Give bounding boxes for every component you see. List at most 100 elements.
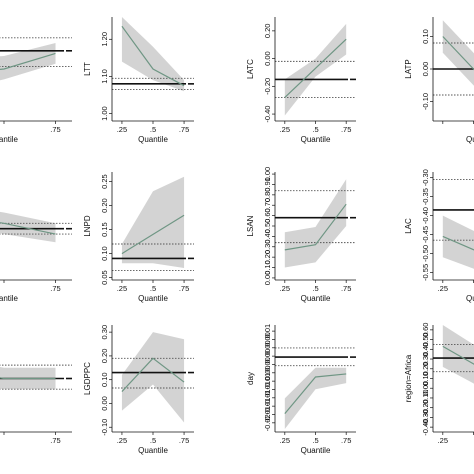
y-tick-label: -0.01 bbox=[263, 389, 272, 406]
y-axis-title: LNPD bbox=[83, 215, 92, 237]
quantile-estimate-line bbox=[121, 214, 185, 255]
plot-area bbox=[0, 364, 72, 390]
y-tick-label: -0.10 bbox=[421, 93, 430, 110]
panel-latp: -0.10 0.00 0.10 LATP Quantile bbox=[404, 17, 474, 144]
y-tick-label: 0.00 bbox=[421, 381, 430, 396]
panel-lnpd: .25 .5 .75 0.05 0.10 0.15 0.20 0.25 LNPD Quantile bbox=[83, 172, 194, 303]
quantile-estimate-line bbox=[121, 25, 185, 87]
y-tick-label: 0.15 bbox=[100, 222, 109, 237]
x-tick-label: .5 bbox=[312, 125, 318, 134]
y-tick-label: 0.20 bbox=[100, 198, 109, 213]
y-tick-label: 1.20 bbox=[100, 32, 109, 47]
x-tick-label: .75 bbox=[341, 284, 351, 293]
x-tick-label: .75 bbox=[50, 125, 60, 134]
quantile-estimate-line bbox=[284, 38, 347, 98]
x-tick-label: .5 bbox=[312, 436, 318, 445]
y-tick-label: -0.20 bbox=[421, 399, 430, 416]
plot-area bbox=[433, 20, 474, 96]
panel-lsan: .25 .5 .75 0.000.100.200.300.400.500.600.70… bbox=[246, 167, 356, 303]
plot-area bbox=[275, 179, 356, 268]
y-tick-label: 0.05 bbox=[100, 270, 109, 285]
y-axis-title: region=Africa bbox=[404, 354, 413, 402]
y-tick-label: -0.45 bbox=[421, 226, 430, 243]
x-tick-label: .25 bbox=[438, 284, 448, 293]
x-tick-label: .5 bbox=[150, 284, 156, 293]
y-tick-label: -0.40 bbox=[263, 106, 272, 123]
panel-edge-0: .75 Quantile bbox=[0, 37, 72, 144]
x-axis-title: Quantile bbox=[138, 446, 168, 455]
x-axis-title: Quantile bbox=[0, 135, 19, 144]
plot-area bbox=[275, 347, 356, 429]
y-tick-label: -0.01 bbox=[263, 406, 272, 423]
confidence-band bbox=[284, 23, 347, 116]
y-axis-title: day bbox=[246, 372, 255, 385]
plot-area bbox=[112, 332, 194, 423]
y-tick-label: 0.50 bbox=[421, 332, 430, 347]
y-tick-label: 0.25 bbox=[100, 174, 109, 189]
confidence-band bbox=[121, 17, 185, 92]
y-tick-label: -0.01 bbox=[263, 398, 272, 415]
panel-day: .25.5.75-0.02-0.01-0.01-0.01-0.01-0.010.… bbox=[246, 324, 356, 455]
y-tick-label: 0.10 bbox=[421, 371, 430, 386]
y-tick-label: -0.35 bbox=[421, 188, 430, 205]
y-tick-label: 0.00 bbox=[263, 51, 272, 66]
x-axis-title: Quantile bbox=[466, 135, 474, 144]
y-tick-label: 0.70 bbox=[263, 198, 272, 213]
x-tick-label: .5 bbox=[150, 125, 156, 134]
confidence-band bbox=[121, 176, 185, 268]
x-tick-label: .75 bbox=[50, 284, 60, 293]
y-tick-label: -0.40 bbox=[421, 419, 430, 436]
y-tick-label: -0.40 bbox=[421, 207, 430, 224]
confidence-band bbox=[0, 366, 56, 390]
y-tick-label: 0.00 bbox=[263, 365, 272, 380]
confidence-band bbox=[442, 325, 474, 384]
y-tick-label: 0.80 bbox=[263, 188, 272, 203]
x-tick-label: .75 bbox=[179, 436, 189, 445]
panel-region-africa: .25-0.40-0.30-0.20-0.100.000.100.200.300… bbox=[404, 323, 474, 445]
quantile-estimate-line bbox=[284, 203, 347, 251]
y-tick-label: -0.20 bbox=[263, 78, 272, 95]
panel-edge-8: .75 bbox=[0, 364, 72, 445]
y-tick-label: -0.30 bbox=[421, 409, 430, 426]
x-axis-title: Quantile bbox=[301, 446, 331, 455]
confidence-band bbox=[0, 211, 56, 243]
x-tick-label: .25 bbox=[280, 284, 290, 293]
y-tick-label: 0.10 bbox=[100, 246, 109, 261]
y-tick-label: 0.30 bbox=[421, 352, 430, 367]
plot-area bbox=[0, 37, 72, 81]
x-axis-title: Quantile bbox=[138, 294, 168, 303]
y-axis-title: LGDPPC bbox=[83, 362, 92, 395]
y-tick-label: 1.00 bbox=[263, 167, 272, 182]
y-tick-label: 0.20 bbox=[421, 361, 430, 376]
y-tick-label: 0.20 bbox=[263, 24, 272, 39]
y-tick-label: 0.00 bbox=[263, 271, 272, 286]
y-tick-label: 0.10 bbox=[263, 260, 272, 275]
y-axis-title: LATP bbox=[404, 59, 413, 78]
y-tick-label: 0.00 bbox=[263, 340, 272, 355]
quantile-estimate-line bbox=[0, 377, 56, 380]
x-axis-title: Quantile bbox=[301, 135, 331, 144]
quantile-estimate-line bbox=[0, 222, 56, 235]
y-tick-label: 0.00 bbox=[100, 396, 109, 411]
panel-lac: .25 -0.55 -0.50 -0.45 -0.40 -0.35 -0.30 LAC Quan… bbox=[404, 169, 474, 303]
y-tick-label: -0.55 bbox=[421, 264, 430, 281]
y-tick-label: 1.10 bbox=[100, 69, 109, 84]
confidence-band bbox=[442, 215, 474, 269]
y-tick-label: 0.01 bbox=[263, 324, 272, 339]
quantile-estimate-line bbox=[121, 357, 185, 392]
panel-ltt: .25 .5 .75 1.00 1.10 1.20 LTT Quantile bbox=[83, 17, 194, 144]
plot-area bbox=[0, 211, 72, 243]
y-tick-label: 0.00 bbox=[421, 62, 430, 77]
y-tick-label: -0.01 bbox=[263, 381, 272, 398]
x-tick-label: .25 bbox=[117, 125, 127, 134]
y-tick-label: -0.50 bbox=[421, 245, 430, 262]
y-tick-label: 0.40 bbox=[263, 229, 272, 244]
y-tick-label: 0.90 bbox=[263, 177, 272, 192]
y-tick-label: 0.10 bbox=[100, 372, 109, 387]
x-tick-label: .75 bbox=[179, 284, 189, 293]
plot-area bbox=[112, 176, 194, 271]
y-axis-title: LAC bbox=[404, 218, 413, 234]
y-tick-label: -0.10 bbox=[100, 419, 109, 436]
x-axis-title: Quantile bbox=[0, 294, 19, 303]
